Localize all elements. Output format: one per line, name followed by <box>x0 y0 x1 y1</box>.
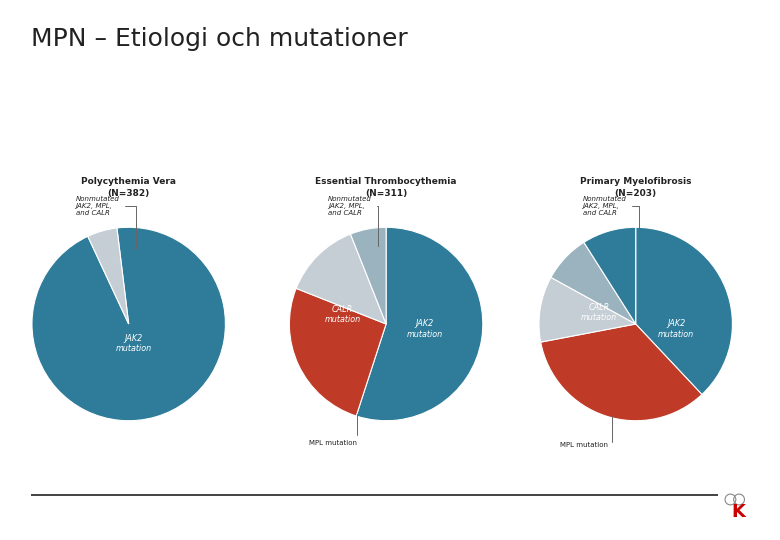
Text: JAK2
mutation: JAK2 mutation <box>658 319 694 339</box>
Title: Polycythemia Vera
(N=382): Polycythemia Vera (N=382) <box>81 177 176 198</box>
Text: Nonmutated
JAK2, MPL,
and CALR: Nonmutated JAK2, MPL, and CALR <box>76 195 136 249</box>
Wedge shape <box>296 234 386 324</box>
Text: JAK2
mutation: JAK2 mutation <box>115 334 151 353</box>
Wedge shape <box>88 228 129 324</box>
Text: MPL mutation: MPL mutation <box>560 416 612 448</box>
Wedge shape <box>551 242 636 324</box>
Title: Primary Myelofibrosis
(N=203): Primary Myelofibrosis (N=203) <box>580 177 691 198</box>
Text: Nonmutated
JAK2, MPL,
and CALR: Nonmutated JAK2, MPL, and CALR <box>328 195 378 246</box>
Text: MPN – Etiologi och mutationer: MPN – Etiologi och mutationer <box>31 27 408 51</box>
Text: Nonmutated
JAK2, MPL,
and CALR: Nonmutated JAK2, MPL, and CALR <box>583 195 639 242</box>
Wedge shape <box>541 324 702 421</box>
Text: MPL mutation: MPL mutation <box>309 414 357 446</box>
Wedge shape <box>32 227 225 421</box>
Wedge shape <box>350 227 386 324</box>
Title: Essential Thrombocythemia
(N=311): Essential Thrombocythemia (N=311) <box>315 177 457 198</box>
Wedge shape <box>636 227 732 395</box>
Wedge shape <box>539 278 636 342</box>
Text: CALR
mutation: CALR mutation <box>581 303 617 322</box>
Text: CALR
mutation: CALR mutation <box>324 305 360 324</box>
Text: JAK2
mutation: JAK2 mutation <box>406 319 443 339</box>
Wedge shape <box>289 288 386 416</box>
Text: K: K <box>731 503 745 521</box>
Wedge shape <box>584 227 636 324</box>
Wedge shape <box>356 227 483 421</box>
